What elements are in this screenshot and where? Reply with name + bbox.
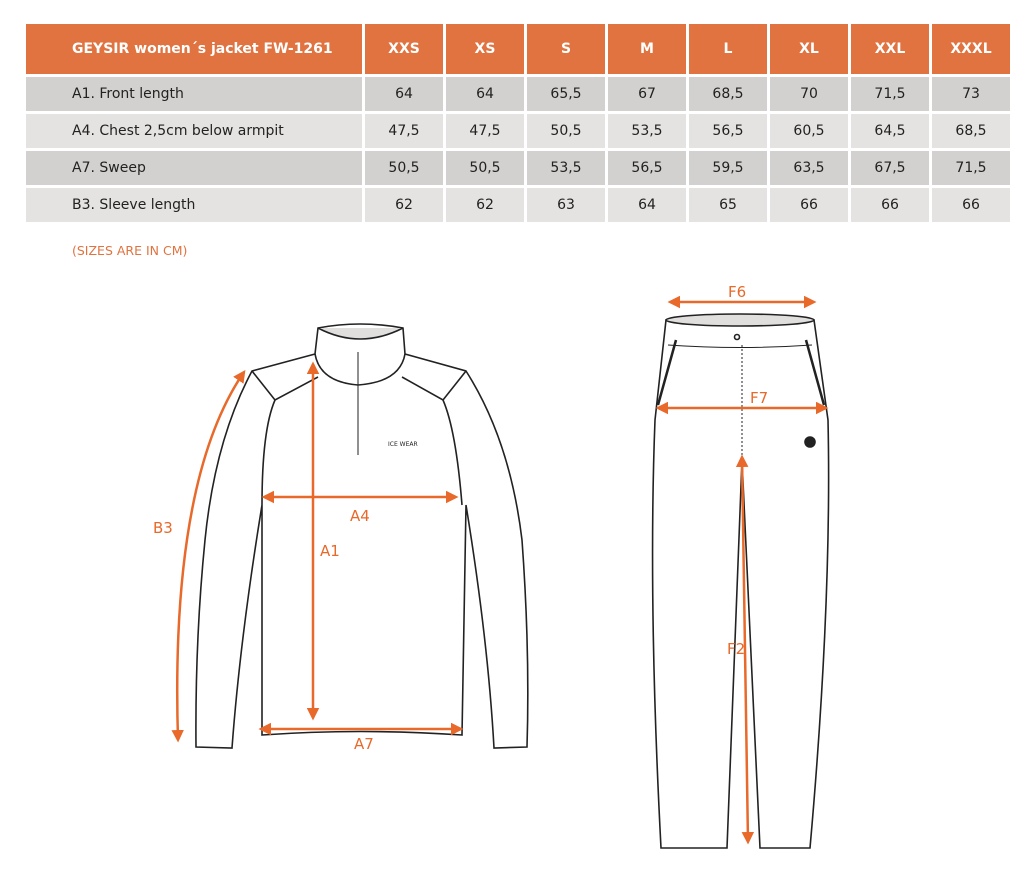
measurement-value: 71,5 bbox=[932, 151, 1010, 185]
table-header-row: GEYSIR women´s jacket FW-1261 XXS XS S M… bbox=[26, 24, 1010, 74]
a4-label: A4 bbox=[350, 507, 370, 525]
size-header: L bbox=[689, 24, 767, 74]
measurement-value: 65 bbox=[689, 188, 767, 222]
table-row: A1. Front length 64 64 65,5 67 68,5 70 71,5 73 bbox=[26, 77, 1010, 111]
table-row: A4. Chest 2,5cm below armpit 47,5 47,5 50,5… bbox=[26, 114, 1010, 148]
pants-arrows bbox=[655, 295, 829, 845]
measurement-value: 65,5 bbox=[527, 77, 605, 111]
b3-arrow bbox=[171, 369, 246, 743]
measurement-value: 63,5 bbox=[770, 151, 848, 185]
measurement-value: 67,5 bbox=[851, 151, 929, 185]
measurement-value: 73 bbox=[932, 77, 1010, 111]
a7-label: A7 bbox=[354, 735, 374, 753]
measurement-value: 47,5 bbox=[446, 114, 524, 148]
measurement-value: 67 bbox=[608, 77, 686, 111]
measurement-value: 68,5 bbox=[689, 77, 767, 111]
measurement-value: 71,5 bbox=[851, 77, 929, 111]
f7-label: F7 bbox=[750, 389, 768, 407]
measurement-value: 56,5 bbox=[689, 114, 767, 148]
measurement-value: 66 bbox=[932, 188, 1010, 222]
size-header: XS bbox=[446, 24, 524, 74]
size-header: M bbox=[608, 24, 686, 74]
logo: ICE WEAR bbox=[388, 441, 418, 448]
measurement-value: 50,5 bbox=[527, 114, 605, 148]
size-header: S bbox=[527, 24, 605, 74]
units-note: (SIZES ARE IN CM) bbox=[72, 243, 188, 258]
measurement-value: 50,5 bbox=[365, 151, 443, 185]
measurement-value: 66 bbox=[770, 188, 848, 222]
pants-drawing bbox=[651, 313, 830, 849]
jacket-drawing: ICE WEAR bbox=[195, 323, 529, 749]
size-header: XXXL bbox=[932, 24, 1010, 74]
measurement-value: 64 bbox=[365, 77, 443, 111]
table-title: GEYSIR women´s jacket FW-1261 bbox=[26, 24, 362, 74]
measurement-value: 63 bbox=[527, 188, 605, 222]
measurement-value: 62 bbox=[446, 188, 524, 222]
f2-label: F2 bbox=[727, 640, 745, 658]
table-row: A7. Sweep 50,5 50,5 53,5 56,5 59,5 63,5 67,5 71,… bbox=[26, 151, 1010, 185]
f2-arrow bbox=[735, 454, 755, 845]
table-row: B3. Sleeve length 62 62 63 64 65 66 66 66 bbox=[26, 188, 1010, 222]
measurement-value: 68,5 bbox=[932, 114, 1010, 148]
b3-label: B3 bbox=[153, 519, 173, 537]
measurement-value: 60,5 bbox=[770, 114, 848, 148]
measurement-value: 64,5 bbox=[851, 114, 929, 148]
size-header: XXL bbox=[851, 24, 929, 74]
measurement-label: A4. Chest 2,5cm below armpit bbox=[26, 114, 362, 148]
measurement-value: 50,5 bbox=[446, 151, 524, 185]
measurement-value: 66 bbox=[851, 188, 929, 222]
measurement-label: A7. Sweep bbox=[26, 151, 362, 185]
measurement-value: 62 bbox=[365, 188, 443, 222]
measurement-value: 53,5 bbox=[527, 151, 605, 185]
measurement-value: 47,5 bbox=[365, 114, 443, 148]
measurement-value: 53,5 bbox=[608, 114, 686, 148]
measurement-label: B3. Sleeve length bbox=[26, 188, 362, 222]
measurement-value: 70 bbox=[770, 77, 848, 111]
measurement-value: 64 bbox=[446, 77, 524, 111]
measurement-label: A1. Front length bbox=[26, 77, 362, 111]
measurement-value: 64 bbox=[608, 188, 686, 222]
a1-label: A1 bbox=[320, 542, 340, 560]
measurement-value: 59,5 bbox=[689, 151, 767, 185]
jacket-arrows bbox=[171, 361, 464, 743]
size-header: XL bbox=[770, 24, 848, 74]
size-header: XXS bbox=[365, 24, 443, 74]
f6-label: F6 bbox=[728, 283, 746, 301]
size-chart-table: GEYSIR women´s jacket FW-1261 XXS XS S M… bbox=[23, 21, 1013, 225]
measurement-value: 56,5 bbox=[608, 151, 686, 185]
